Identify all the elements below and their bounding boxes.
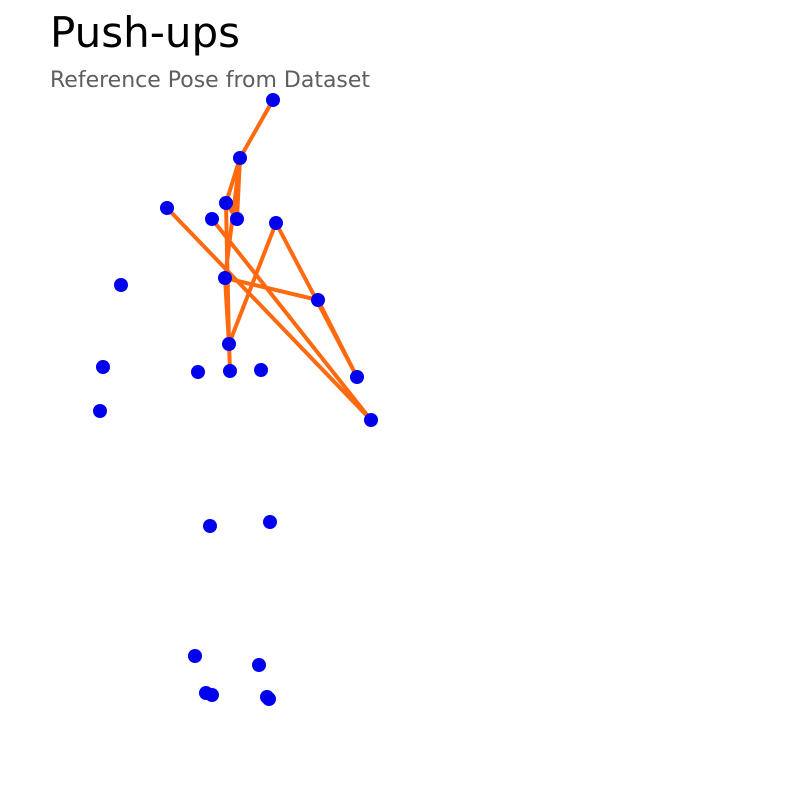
joint-pelvis [222,337,236,351]
bone-right-elbow-to-right-wrist [316,298,359,379]
joint-right-elbow [311,293,325,307]
bone-spine-mid-to-pelvis [223,276,231,346]
joint-left-knee [203,519,217,533]
joint-spine-mid [218,271,232,285]
joint-right-wrist [350,370,364,384]
joint-left-toe [205,688,219,702]
joint-left-hand [114,278,128,292]
joint-right-shoulder [230,212,244,226]
bone-left-shoulder-to-right-hand [210,217,373,422]
joint-left-wrist [96,360,110,374]
joint-hip-center [223,364,237,378]
joint-left-shoulder [205,212,219,226]
page-subtitle: Reference Pose from Dataset [50,68,371,93]
joint-left-ankle [188,649,202,663]
joint-right-hand [364,413,378,427]
bone-left-upper-shoulder-to-right-hand [165,206,373,422]
joint-left-hip [191,365,205,379]
joint-head-top [266,93,280,107]
joint-group [93,93,378,706]
joint-right-hip [254,363,268,377]
joint-neck [233,151,247,165]
joint-right-upper-arm [269,216,283,230]
bone-head-top-to-neck [238,98,275,160]
page-title: Push-ups [50,8,241,57]
joint-left-fingers [93,404,107,418]
joint-spine-top [219,196,233,210]
joint-right-knee [263,515,277,529]
joint-right-ankle [252,658,266,672]
joint-left-upper-shoulder [160,201,174,215]
joint-right-toe [262,692,276,706]
